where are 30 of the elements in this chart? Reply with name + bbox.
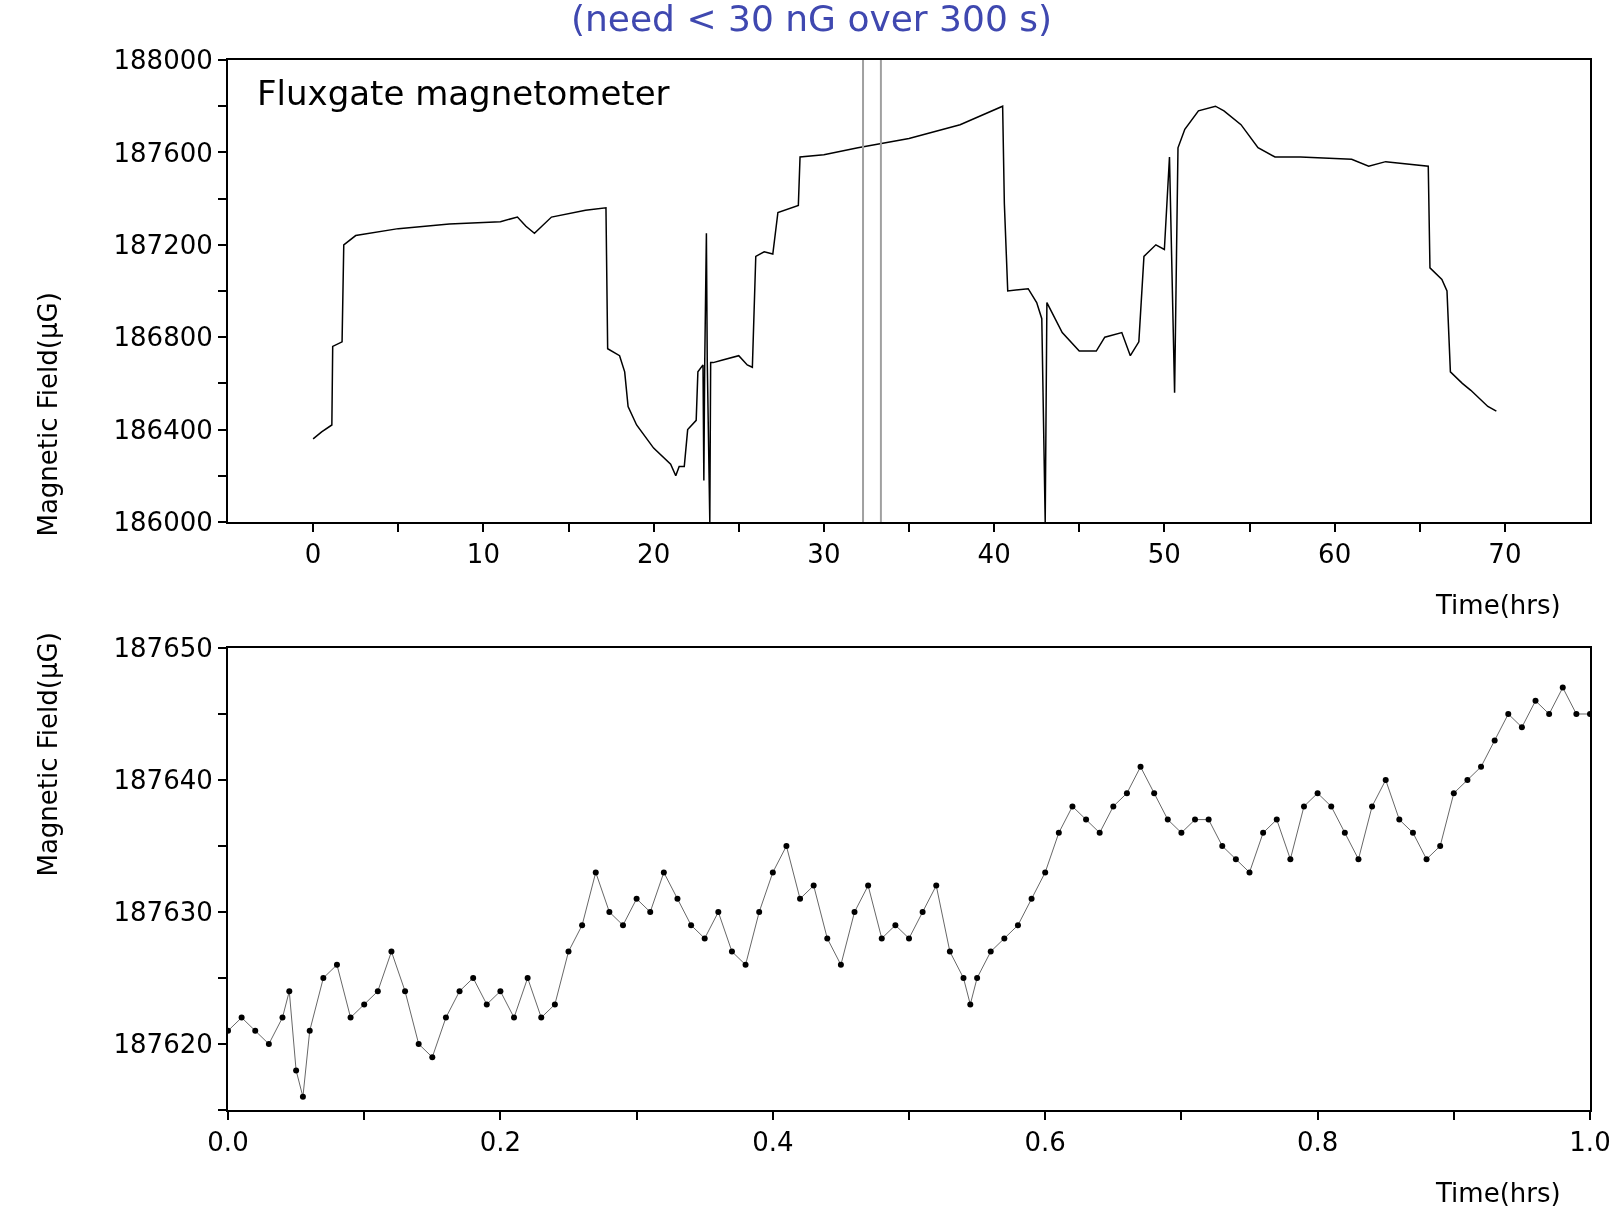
x-tick-label: 0	[304, 539, 322, 570]
y-tick-label: 187630	[113, 897, 213, 928]
x-tick-label: 0.2	[479, 1127, 522, 1158]
y-axis-title: Magnetic Field(μG)	[32, 292, 63, 537]
annotation: Fluxgate magnetometer	[257, 73, 670, 113]
y-axis-title: Magnetic Field(μG)	[32, 632, 63, 877]
y-tick-label: 188000	[113, 45, 213, 76]
x-tick-label: 0.0	[207, 1127, 249, 1158]
x-tick-label: 10	[466, 539, 500, 570]
y-tick-label: 187200	[113, 229, 213, 260]
x-tick-label: 1.0	[1569, 1127, 1611, 1158]
y-tick-label: 187600	[113, 137, 213, 168]
x-tick-label: 0.4	[752, 1127, 794, 1158]
y-tick-label: 187640	[113, 765, 213, 796]
x-tick-label: 30	[807, 539, 841, 570]
x-tick-label: 0.6	[1024, 1127, 1066, 1158]
x-axis-title: Time(hrs)	[1435, 1178, 1561, 1208]
y-tick-label: 186400	[113, 414, 213, 445]
x-tick-label: 50	[1147, 539, 1181, 570]
x-tick-label: 60	[1318, 539, 1352, 570]
y-tick-label: 186800	[113, 322, 213, 353]
x-tick-label: 40	[977, 539, 1011, 570]
y-tick-label: 187650	[113, 633, 213, 664]
x-tick-label: 70	[1488, 539, 1522, 570]
y-tick-label: 186000	[113, 507, 213, 538]
chart-title: (need < 30 nG over 300 s)	[570, 0, 1053, 40]
x-tick-label: 20	[637, 539, 671, 570]
y-tick-label: 187620	[113, 1029, 213, 1060]
x-tick-label: 0.8	[1296, 1127, 1339, 1158]
x-axis-title: Time(hrs)	[1435, 590, 1561, 620]
